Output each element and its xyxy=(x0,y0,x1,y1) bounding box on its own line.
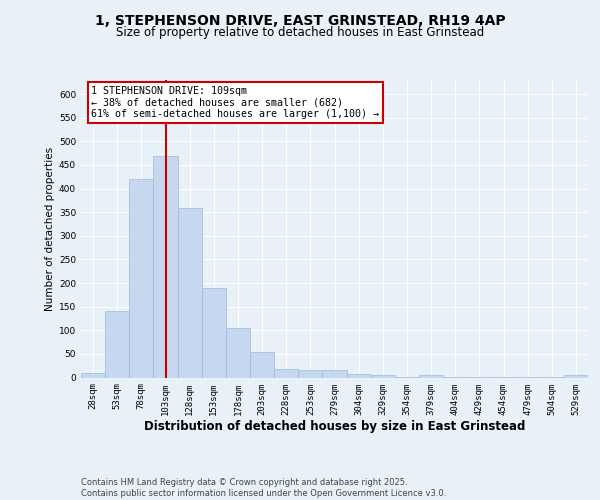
Bar xyxy=(564,375,588,378)
Bar xyxy=(371,375,395,378)
Bar xyxy=(202,288,226,378)
Bar xyxy=(274,369,298,378)
Bar xyxy=(347,374,371,378)
Bar xyxy=(129,179,154,378)
Bar xyxy=(250,352,274,378)
Bar xyxy=(298,370,322,378)
Y-axis label: Number of detached properties: Number of detached properties xyxy=(45,146,55,311)
Bar xyxy=(322,370,347,378)
Text: Size of property relative to detached houses in East Grinstead: Size of property relative to detached ho… xyxy=(116,26,484,39)
Bar xyxy=(81,373,105,378)
X-axis label: Distribution of detached houses by size in East Grinstead: Distribution of detached houses by size … xyxy=(144,420,525,433)
Text: 1, STEPHENSON DRIVE, EAST GRINSTEAD, RH19 4AP: 1, STEPHENSON DRIVE, EAST GRINSTEAD, RH1… xyxy=(95,14,505,28)
Text: Contains HM Land Registry data © Crown copyright and database right 2025.
Contai: Contains HM Land Registry data © Crown c… xyxy=(81,478,446,498)
Bar xyxy=(105,312,129,378)
Bar xyxy=(178,208,202,378)
Bar xyxy=(419,375,443,378)
Bar xyxy=(443,376,467,378)
Bar xyxy=(226,328,250,378)
Text: 1 STEPHENSON DRIVE: 109sqm
← 38% of detached houses are smaller (682)
61% of sem: 1 STEPHENSON DRIVE: 109sqm ← 38% of deta… xyxy=(91,86,379,119)
Bar xyxy=(395,376,419,378)
Bar xyxy=(154,156,178,378)
